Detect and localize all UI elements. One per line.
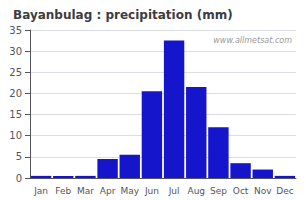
- svg-text:25: 25: [9, 67, 22, 78]
- svg-text:Jan: Jan: [33, 186, 48, 196]
- svg-text:Feb: Feb: [55, 186, 71, 196]
- svg-text:Mar: Mar: [77, 186, 94, 196]
- svg-text:Apr: Apr: [100, 186, 116, 196]
- svg-text:Jul: Jul: [168, 186, 180, 196]
- svg-text:Sep: Sep: [210, 186, 227, 196]
- svg-text:35: 35: [9, 25, 22, 36]
- svg-text:30: 30: [9, 46, 22, 57]
- svg-text:www.allmetsat.com: www.allmetsat.com: [213, 36, 292, 45]
- svg-text:20: 20: [9, 88, 22, 99]
- svg-text:10: 10: [9, 130, 22, 141]
- svg-text:May: May: [120, 186, 139, 196]
- svg-text:Nov: Nov: [254, 186, 272, 196]
- svg-text:Jun: Jun: [144, 186, 159, 196]
- svg-text:Bayanbulag : precipitation (mm: Bayanbulag : precipitation (mm): [13, 8, 233, 22]
- svg-text:Aug: Aug: [187, 186, 205, 196]
- svg-text:15: 15: [9, 109, 22, 120]
- svg-text:5: 5: [16, 151, 22, 162]
- svg-text:0: 0: [16, 173, 22, 184]
- svg-text:Oct: Oct: [233, 186, 249, 196]
- svg-text:Dec: Dec: [276, 186, 293, 196]
